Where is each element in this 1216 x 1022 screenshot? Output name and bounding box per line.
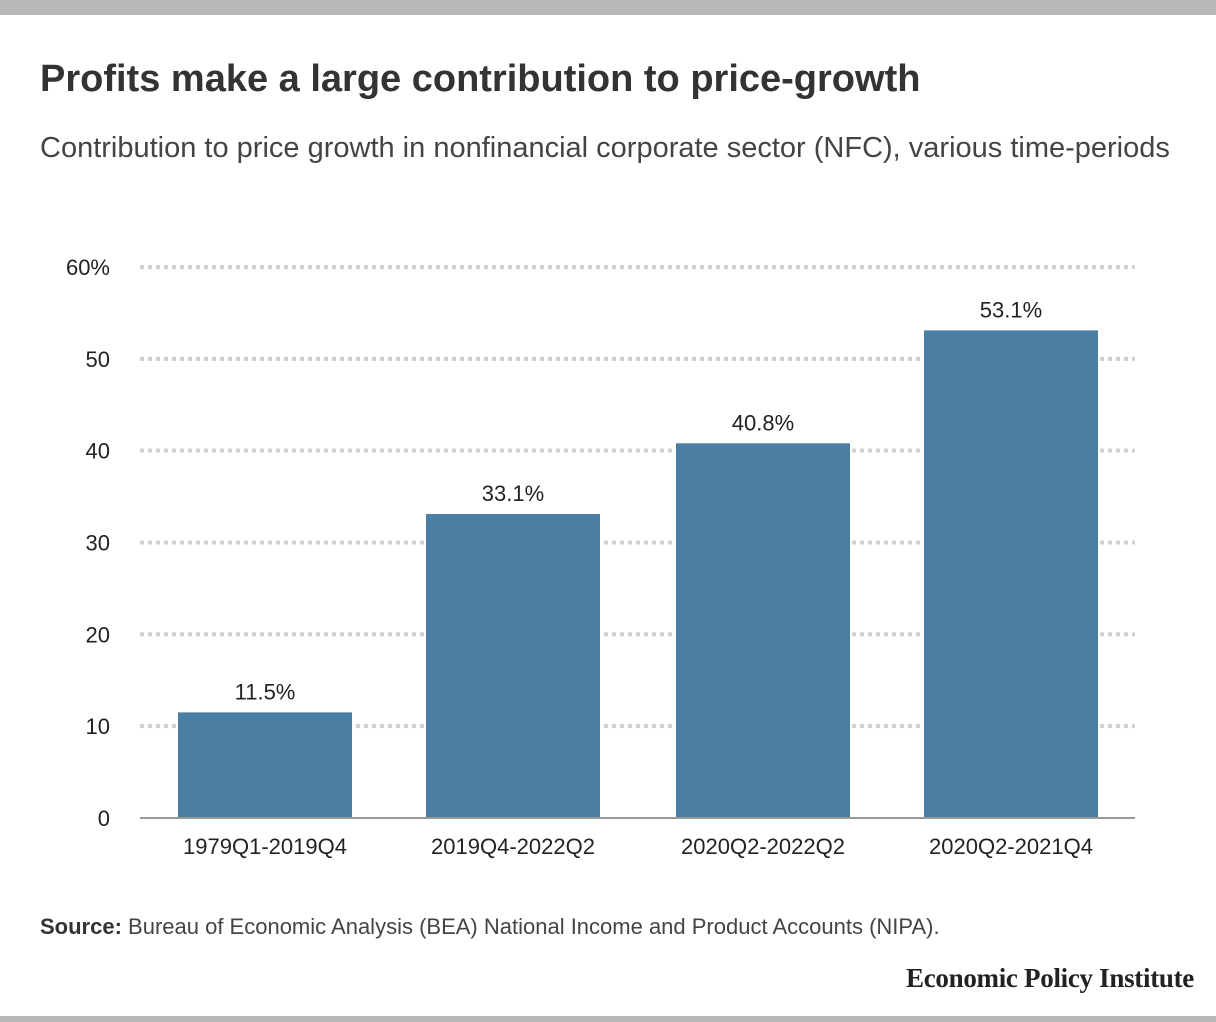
source-text: Bureau of Economic Analysis (BEA) Nation… bbox=[121, 914, 940, 939]
y-tick-label: 10 bbox=[86, 714, 110, 739]
data-label: 40.8% bbox=[732, 410, 794, 435]
bars: 11.5% 33.1% 40.8% 53.1% bbox=[178, 297, 1098, 818]
epi-logo-text: Economic Policy Institute bbox=[906, 963, 1194, 993]
source-label: Source: bbox=[40, 914, 122, 939]
y-tick-label: 30 bbox=[86, 531, 110, 556]
chart-title: Profits make a large contribution to pri… bbox=[40, 58, 921, 100]
x-tick-label: 2020Q2-2022Q2 bbox=[681, 834, 845, 859]
gridlines bbox=[140, 265, 1135, 729]
bar bbox=[676, 443, 850, 818]
y-tick-label: 60% bbox=[66, 255, 110, 280]
bar bbox=[924, 330, 1098, 818]
bar bbox=[178, 712, 352, 818]
y-tick-label: 50 bbox=[86, 347, 110, 372]
data-label: 33.1% bbox=[482, 481, 544, 506]
source-note: Source: Bureau of Economic Analysis (BEA… bbox=[40, 914, 940, 940]
y-tick-label: 40 bbox=[86, 439, 110, 464]
y-tick-label: 20 bbox=[86, 622, 110, 647]
data-label: 53.1% bbox=[980, 297, 1042, 322]
bar-chart: 11.5% 33.1% 40.8% 53.1% 0 10 20 30 40 50 60% 1979Q… bbox=[66, 255, 1135, 859]
bottom-border bbox=[0, 1016, 1216, 1022]
x-tick-label: 2020Q2-2021Q4 bbox=[929, 834, 1093, 859]
x-tick-label: 1979Q1-2019Q4 bbox=[183, 834, 347, 859]
chart-subtitle: Contribution to price growth in nonfinan… bbox=[40, 132, 1170, 164]
x-tick-label: 2019Q4-2022Q2 bbox=[431, 834, 595, 859]
data-label: 11.5% bbox=[235, 679, 296, 704]
axes: 0 10 20 30 40 50 60% 1979Q1-2019Q4 2019Q4-2022Q2… bbox=[66, 255, 1135, 859]
bar bbox=[426, 514, 600, 818]
top-border bbox=[0, 0, 1216, 15]
y-tick-label: 0 bbox=[98, 806, 110, 831]
